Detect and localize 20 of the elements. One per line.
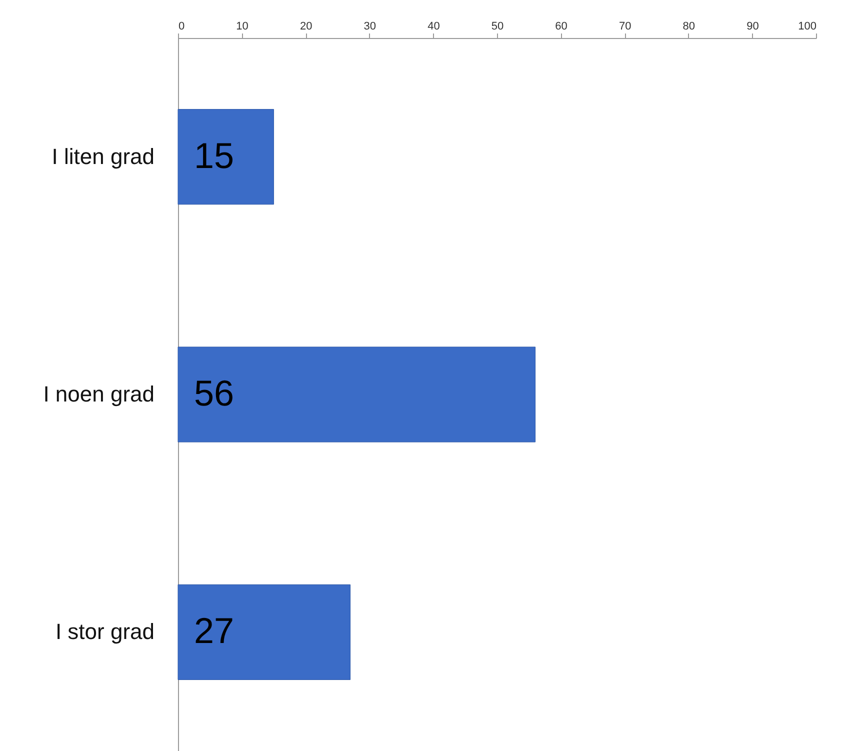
x-tick-label: 10 xyxy=(236,20,248,32)
bar xyxy=(178,584,351,680)
x-tick-label: 90 xyxy=(746,20,759,32)
x-tick-label: 80 xyxy=(682,20,696,32)
y-tick-label: I stor grad xyxy=(55,619,154,644)
y-tick-label: I noen grad xyxy=(43,382,154,406)
data-label: 15 xyxy=(194,134,234,176)
bar xyxy=(178,346,536,442)
data-label: 27 xyxy=(194,610,234,652)
x-tick-label: 0 xyxy=(178,20,185,32)
x-tick-label: 50 xyxy=(491,20,504,32)
y-tick-label: I liten grad xyxy=(52,144,154,169)
x-tick-label: 30 xyxy=(364,20,376,32)
x-tick-label: 70 xyxy=(618,20,632,32)
x-tick-label: 20 xyxy=(300,20,312,32)
data-label: 56 xyxy=(194,372,234,414)
x-tick-label: 60 xyxy=(555,20,568,32)
bar xyxy=(178,109,274,205)
x-tick-label: 100 xyxy=(798,20,816,32)
x-tick-label: 40 xyxy=(428,20,440,32)
